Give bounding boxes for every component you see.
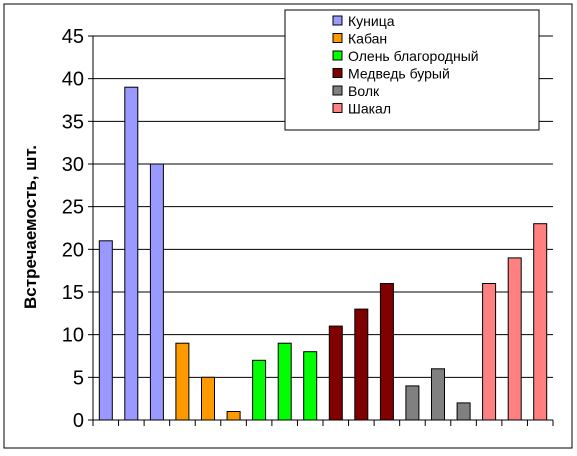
legend-label: Куница <box>348 13 395 29</box>
bar <box>201 376 215 421</box>
bar <box>533 223 548 421</box>
y-tick-label: 25 <box>62 197 84 219</box>
y-tick-label: 20 <box>62 239 84 261</box>
bar <box>149 163 164 421</box>
legend-swatch <box>332 103 343 113</box>
y-tick-label: 15 <box>62 282 84 304</box>
legend-swatch <box>332 50 343 61</box>
axes <box>88 35 554 426</box>
bars <box>98 86 548 421</box>
bar <box>379 283 394 421</box>
bar <box>226 411 241 421</box>
bar <box>328 325 343 421</box>
y-tick-label: 35 <box>62 111 84 133</box>
legend-label: Кабан <box>348 31 387 47</box>
bar <box>252 359 267 421</box>
y-axis-title: Встречаемость, шт. <box>21 145 40 309</box>
y-tick-label: 30 <box>62 154 84 176</box>
y-tick-label: 10 <box>62 325 84 347</box>
bar <box>124 86 139 421</box>
y-tick-label: 5 <box>73 367 84 389</box>
legend-swatch <box>332 15 343 26</box>
y-tick-labels: 0 5 10 15 20 25 30 35 40 45 <box>62 26 84 432</box>
bar <box>354 308 369 421</box>
bar <box>303 351 318 421</box>
bar <box>98 240 113 421</box>
legend-box <box>284 9 540 131</box>
legend-swatch <box>332 68 343 78</box>
y-tick-label: 45 <box>62 26 84 48</box>
legend-swatch <box>332 85 343 96</box>
y-tick-label: 0 <box>73 410 84 432</box>
legend-label: Олень благородный <box>348 48 479 64</box>
y-tick-label: 40 <box>62 69 84 91</box>
bar <box>277 342 292 421</box>
bar <box>175 342 190 421</box>
bar <box>507 257 522 421</box>
bar <box>431 368 445 421</box>
bar <box>482 283 497 421</box>
legend-label: Волк <box>348 83 380 99</box>
legend-label: Медведь бурый <box>348 66 450 82</box>
legend-label: Шакал <box>348 101 391 117</box>
bar <box>405 385 420 421</box>
bar <box>456 402 471 421</box>
legend-swatch <box>332 33 343 43</box>
